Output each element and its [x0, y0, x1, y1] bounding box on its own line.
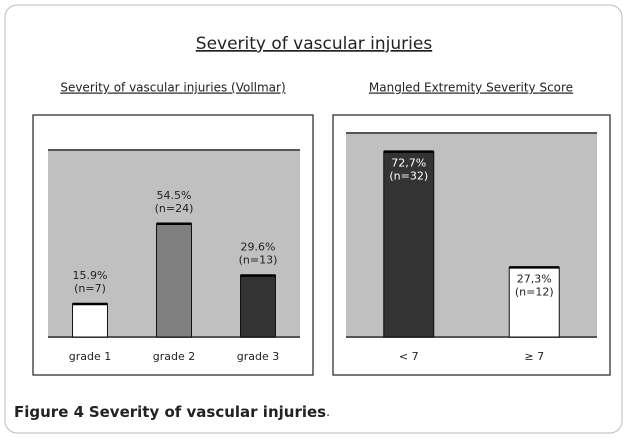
count-label: (n=13)	[239, 253, 278, 266]
bar	[383, 151, 435, 338]
bar	[156, 223, 192, 338]
count-label: (n=24)	[155, 202, 194, 215]
chart-title: Mangled Extremity Severity Score	[369, 81, 573, 95]
caption: Figure 4 Severity of vascular injuries.	[14, 403, 330, 421]
count-label: (n=7)	[74, 282, 106, 295]
value-label: 29.6%	[241, 240, 276, 253]
chart-title: Severity of vascular injuries (Vollmar)	[60, 81, 285, 95]
caption-label: Figure 4	[14, 403, 84, 421]
caption-end: .	[326, 405, 330, 419]
bar	[508, 266, 560, 338]
caption-text: Severity of vascular injuries	[89, 403, 326, 421]
bar	[240, 274, 276, 338]
value-label: 54.5%	[157, 189, 192, 202]
bar	[72, 303, 108, 338]
value-label: 15.9%	[73, 269, 108, 282]
x-tick-label: ≥ 7	[524, 350, 544, 363]
x-tick-label: grade 3	[237, 350, 280, 363]
value-label: 27,3%	[517, 272, 552, 285]
x-tick-label: grade 1	[69, 350, 112, 363]
x-tick-label: < 7	[399, 350, 419, 363]
figure-title: Severity of vascular injuries	[196, 34, 433, 54]
count-label: (n=12)	[515, 285, 554, 298]
value-label: 72,7%	[391, 157, 426, 170]
x-tick-label: grade 2	[153, 350, 196, 363]
count-label: (n=32)	[389, 170, 428, 183]
